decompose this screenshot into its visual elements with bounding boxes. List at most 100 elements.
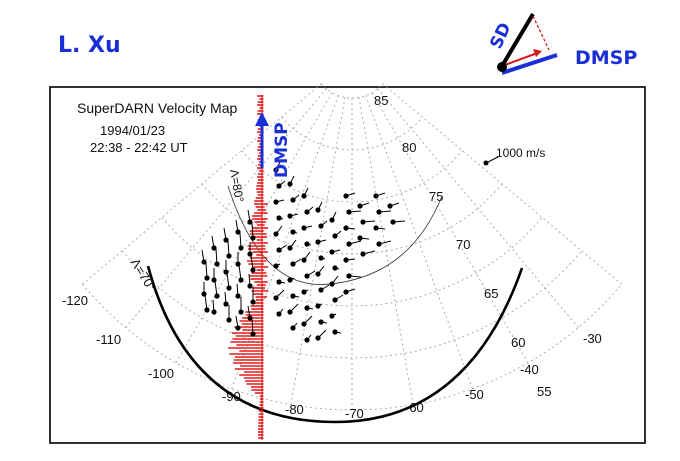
velocity-vector-dot <box>360 251 366 257</box>
velocity-vectors <box>201 161 406 343</box>
velocity-vector-dot <box>329 313 335 319</box>
grid-latitude-circle <box>321 83 383 99</box>
velocity-vector-dot <box>226 317 232 323</box>
velocity-vector-dot <box>276 247 282 253</box>
grid-longitude-line <box>382 83 622 285</box>
grid-longitude-line <box>290 97 346 405</box>
velocity-vector-dot <box>304 209 310 215</box>
dmsp-flow-trace <box>228 95 268 440</box>
scale-label: 1000 m/s <box>496 146 545 160</box>
velocity-vector-dot <box>301 225 307 231</box>
velocity-vector-dot <box>235 261 241 267</box>
lon-label-120: -120 <box>62 293 88 308</box>
grid-latitude-circle <box>161 217 543 307</box>
velocity-vector-dot <box>343 193 349 199</box>
velocity-vector-dot <box>290 261 296 267</box>
velocity-vector-dot <box>304 305 310 311</box>
velocity-vector-dot <box>357 235 363 241</box>
velocity-vector-dot <box>301 193 307 199</box>
latitude-labels: 85 80 75 70 65 60 55 <box>374 93 551 399</box>
velocity-vector-dot <box>318 287 324 293</box>
velocity-vector-dot <box>360 219 366 225</box>
velocity-vector-dot <box>346 241 352 247</box>
velocity-vector-dot <box>332 297 338 303</box>
velocity-vector-dot <box>276 183 282 189</box>
velocity-vector-dot <box>250 235 256 241</box>
velocity-vector-dot <box>204 307 210 313</box>
velocity-vector-dot <box>235 325 241 331</box>
velocity-vector-dot <box>273 231 279 237</box>
lat-label-70: 70 <box>456 237 470 252</box>
velocity-vector-dot <box>290 293 296 299</box>
sd-direction-line <box>500 12 535 68</box>
velocity-vector-dot <box>318 319 324 325</box>
velocity-vector-dot <box>211 245 217 251</box>
velocity-vector-dot <box>315 335 321 341</box>
velocity-vector-dot <box>301 321 307 327</box>
velocity-vector-dot <box>287 309 293 315</box>
lat-label-85: 85 <box>374 93 388 108</box>
map-title: SuperDARN Velocity Map <box>77 100 238 116</box>
velocity-vector-dot <box>287 213 293 219</box>
lat-label-60: 60 <box>511 335 525 350</box>
velocity-vector-dot <box>235 229 241 235</box>
map-time-range: 22:38 - 22:42 UT <box>90 140 188 155</box>
velocity-vector-dot <box>211 309 217 315</box>
velocity-vector-dot <box>250 267 256 273</box>
velocity-vector-dot <box>226 253 232 259</box>
projection-arrowhead <box>533 49 542 57</box>
velocity-scale: 1000 m/s <box>483 146 545 166</box>
velocity-vector-dot <box>387 203 393 209</box>
velocity-vector-dot <box>315 239 321 245</box>
velocity-vector-dot <box>273 295 279 301</box>
velocity-vector-dot <box>301 257 307 263</box>
grid-longitude-line <box>365 95 473 389</box>
lon-label-40: -40 <box>520 362 539 377</box>
velocity-vector-dot <box>214 293 220 299</box>
velocity-vector-dot <box>273 263 279 269</box>
grid-longitude-line <box>371 92 529 364</box>
velocity-vector-dot <box>250 331 256 337</box>
velocity-vector-dot <box>276 311 282 317</box>
velocity-vector-dot <box>287 277 293 283</box>
dmsp-track-arrowhead <box>255 112 269 126</box>
author-label: L. Xu <box>58 33 121 58</box>
lambda-70-label: Λ=70° <box>127 256 159 294</box>
grid-latitude-circle <box>241 150 463 203</box>
velocity-vector-dot <box>201 259 207 265</box>
velocity-vector-dot <box>247 315 253 321</box>
lambda-70-contour <box>146 265 524 424</box>
velocity-vector-dot <box>332 265 338 271</box>
velocity-vector-dot <box>238 245 244 251</box>
velocity-vector-dot <box>290 229 296 235</box>
dmsp-label: DMSP <box>575 47 637 69</box>
velocity-vector-dot <box>226 285 232 291</box>
velocity-vector-dot <box>247 283 253 289</box>
velocity-vector-dot <box>376 241 382 247</box>
velocity-vector-dot <box>343 257 349 263</box>
lon-label-80: -80 <box>285 402 304 417</box>
velocity-vector-dot <box>273 167 279 173</box>
velocity-vector-dot <box>214 261 220 267</box>
velocity-vector-dot <box>201 291 207 297</box>
grid-longitude-line <box>125 88 327 328</box>
velocity-vector-dot <box>287 245 293 251</box>
dmsp-track-annotation: DMSP <box>255 112 292 178</box>
lat-label-55: 55 <box>537 384 551 399</box>
sketch-origin-dot <box>497 62 507 72</box>
velocity-vector-dot <box>304 337 310 343</box>
lon-label-110: -110 <box>96 332 121 347</box>
lat-label-75: 75 <box>429 189 443 204</box>
lon-label-50: -50 <box>465 387 484 402</box>
velocity-vector-dot <box>373 225 379 231</box>
velocity-vector-dot <box>304 273 310 279</box>
velocity-vector-dot <box>318 255 324 261</box>
velocity-vector-dot <box>290 197 296 203</box>
lon-label-30: -30 <box>583 331 602 346</box>
velocity-vector-dot <box>329 217 335 223</box>
projection-arrow <box>501 51 541 67</box>
map-date: 1994/01/23 <box>100 123 165 138</box>
velocity-vector-dot <box>332 329 338 335</box>
velocity-vector-dot <box>223 269 229 275</box>
velocity-vector-dot <box>276 279 282 285</box>
